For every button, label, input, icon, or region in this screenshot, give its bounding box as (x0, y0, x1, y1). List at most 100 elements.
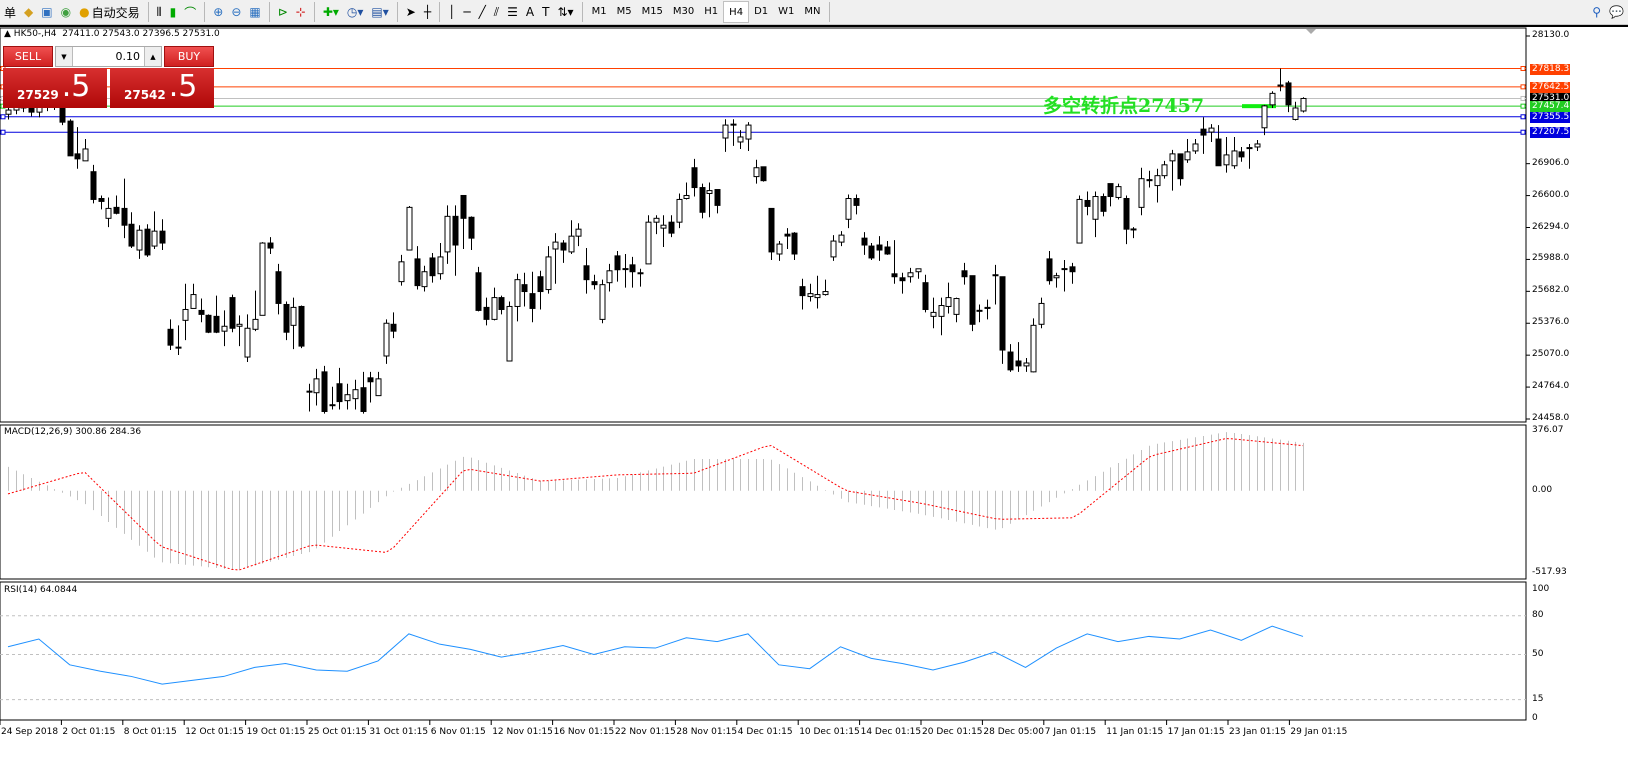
candle (537, 276, 544, 293)
timeframe-h1[interactable]: H1 (704, 5, 719, 17)
trendline-icon[interactable]: ╱ (478, 5, 486, 19)
zoom-out-icon[interactable]: ⊖ (231, 5, 242, 19)
date-tick-label: 23 Jan 01:15 (1229, 727, 1286, 737)
candle (1161, 164, 1168, 177)
timeframe-d1[interactable]: D1 (754, 5, 769, 17)
candle (275, 271, 282, 304)
candle (421, 271, 428, 288)
chart-shift-icon[interactable]: ⊹ (295, 5, 306, 19)
candle (5, 109, 12, 115)
periods-icon[interactable]: ◷▾ (346, 5, 364, 19)
candle (82, 148, 89, 162)
price-line-label: 27531.0 (1530, 93, 1570, 105)
sell-price-main: 27529 (17, 88, 59, 102)
horizontal-line-icon[interactable]: ─ (463, 5, 471, 19)
search-icon[interactable]: ⚲ (1592, 5, 1602, 19)
candle (1238, 151, 1245, 158)
timeframe-mn[interactable]: MN (804, 5, 821, 17)
indicators-icon[interactable]: ✚▾ (322, 5, 339, 19)
candle (367, 377, 374, 383)
candle (676, 198, 683, 223)
candle (699, 187, 706, 213)
buy-button[interactable]: BUY (164, 46, 214, 67)
vertical-line-icon[interactable]: │ (448, 5, 456, 19)
menu-tail[interactable]: 单 (4, 5, 17, 20)
candle (1208, 127, 1215, 133)
fibonacci-icon[interactable]: ☰ (507, 5, 518, 19)
lot-stepper[interactable]: ▼ 0.10 ▲ (55, 46, 162, 67)
date-tick-label: 12 Nov 01:15 (492, 727, 553, 737)
price-line-handle (1520, 84, 1526, 90)
candle (306, 390, 313, 393)
candle (498, 297, 505, 310)
date-tick-label: 2 Oct 01:15 (62, 727, 116, 737)
candle (1292, 107, 1299, 120)
crosshair-icon[interactable]: ┼ (423, 5, 432, 19)
candle (375, 378, 382, 397)
lot-input[interactable]: 0.10 (115, 50, 141, 63)
candle (1015, 360, 1022, 367)
candle (629, 264, 636, 273)
folder-icon[interactable]: ◆ (24, 5, 34, 19)
date-tick-label: 10 Dec 01:15 (799, 727, 860, 737)
arrows-icon[interactable]: ⇅▾ (557, 5, 574, 19)
line-chart-icon[interactable]: ⌒ (184, 5, 197, 20)
timeframe-w1[interactable]: W1 (778, 5, 795, 17)
timeframe-m15[interactable]: M15 (641, 5, 663, 17)
candle (915, 268, 922, 273)
bar-chart-icon[interactable]: ⫴ (156, 4, 162, 19)
open-value: 27411.0 (62, 29, 100, 39)
signal-icon[interactable]: ◉ (60, 5, 72, 19)
tile-windows-icon[interactable]: ▦ (249, 5, 261, 19)
candle (753, 167, 760, 178)
candle (74, 153, 81, 160)
candle (938, 305, 945, 317)
candle (175, 346, 182, 349)
sell-price-button[interactable]: 27529.5 (3, 68, 107, 108)
timeframe-m1[interactable]: M1 (591, 5, 607, 17)
text-label-icon[interactable]: T (542, 5, 550, 19)
date-tick-label: 31 Oct 01:15 (369, 727, 429, 737)
server-icon[interactable]: ▣ (41, 5, 53, 19)
macd-tick-label: -517.93 (1532, 567, 1567, 577)
pivot-annotation[interactable]: 多空转折点27457 (1043, 95, 1205, 117)
price-line-handle (1520, 95, 1526, 101)
timeframe-m5[interactable]: M5 (616, 5, 632, 17)
text-icon[interactable]: A (525, 5, 535, 19)
candle (653, 217, 660, 223)
candle (182, 308, 189, 321)
chat-icon[interactable]: 💬 (1609, 5, 1624, 19)
timeframe-m30[interactable]: M30 (672, 5, 695, 17)
buy-price-button[interactable]: 27542.5 (110, 68, 214, 108)
date-tick-label: 25 Oct 01:15 (308, 727, 367, 737)
cursor-icon[interactable]: ➤ (405, 5, 416, 19)
candlestick-icon[interactable]: ▮ (169, 5, 177, 19)
candle (128, 223, 135, 247)
candle (521, 284, 528, 293)
templates-icon[interactable]: ▤▾ (371, 5, 389, 19)
auto-scroll-icon[interactable]: ⊳ (277, 5, 288, 19)
timeframe-h4[interactable]: H4 (723, 1, 750, 23)
autotrade-button[interactable]: ● 自动交易 (76, 2, 143, 22)
equidistant-channel-icon[interactable]: ⫽ (493, 4, 500, 19)
candle (59, 106, 66, 123)
zoom-in-icon[interactable]: ⊕ (213, 5, 224, 19)
lot-decrease-button[interactable]: ▼ (56, 47, 73, 66)
panel-frame (0, 424, 1527, 580)
candle (591, 281, 598, 286)
autotrade-label: 自动交易 (91, 5, 140, 20)
candle (444, 215, 451, 253)
candle (1038, 302, 1045, 325)
candle (660, 224, 667, 229)
candle (344, 394, 351, 402)
candle (737, 136, 744, 143)
candle (838, 234, 845, 243)
candle (475, 272, 482, 311)
candle (151, 230, 158, 247)
sell-button[interactable]: SELL (3, 46, 53, 67)
date-tick-label: 19 Oct 01:15 (246, 727, 306, 737)
candle (552, 241, 559, 250)
lot-increase-button[interactable]: ▲ (144, 47, 161, 66)
rsi-tick-label: 0 (1532, 713, 1538, 723)
